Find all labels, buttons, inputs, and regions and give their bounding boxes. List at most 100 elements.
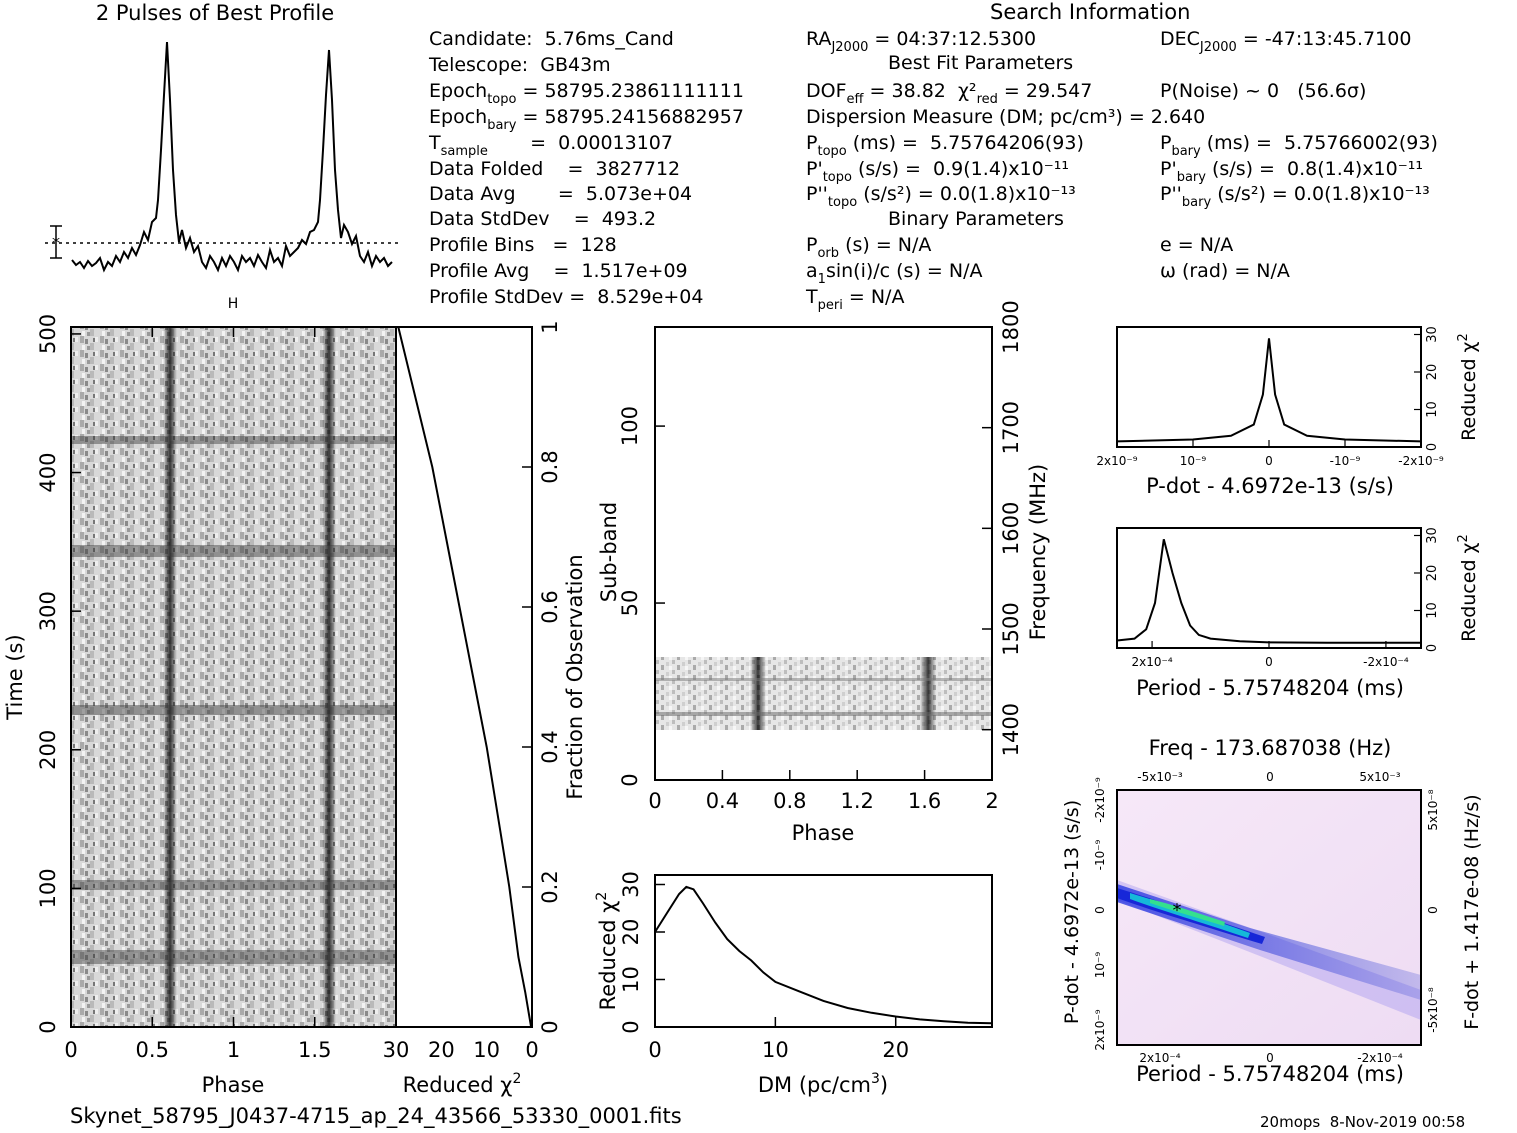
pp-ytick: 10⁻⁹ bbox=[1093, 952, 1107, 979]
svg-text:Reduced χ2: Reduced χ2 bbox=[1456, 333, 1480, 441]
info-mid-line: a1sin(i)/c (s) = N/A bbox=[806, 260, 983, 287]
pp-righttick: 0 bbox=[1426, 906, 1440, 914]
svg-text:Reduced χ2: Reduced χ2 bbox=[1456, 534, 1480, 642]
time-chi2-xlabel: Reduced χ2 bbox=[403, 1071, 522, 1097]
per-line-xtick: 0 bbox=[1265, 655, 1273, 669]
pp-toptick: 5x10⁻³ bbox=[1359, 770, 1400, 784]
per-line-ytick: 10 bbox=[1425, 602, 1440, 619]
info-mid-line: RAJ2000 = 04:37:12.5300 bbox=[806, 28, 1037, 55]
subband-xtick: 2 bbox=[985, 789, 998, 813]
svg-text:*: * bbox=[52, 233, 60, 252]
frequency-tick: 1400 bbox=[999, 703, 1023, 756]
subband-xtick: 1.6 bbox=[908, 789, 941, 813]
frequency-tick: 1500 bbox=[999, 602, 1023, 655]
subband-xtick: 0.8 bbox=[773, 789, 806, 813]
info-right-line: Pbary (ms) = 5.75766002(93) bbox=[1160, 132, 1438, 159]
pdot-line-xtick: 2x10⁻⁹ bbox=[1096, 454, 1137, 468]
time-phase-ytick: 200 bbox=[36, 730, 60, 770]
subband-xtick: 0 bbox=[648, 789, 661, 813]
info-mid-line: Tperi = N/A bbox=[806, 286, 905, 313]
profile-line bbox=[71, 41, 393, 273]
dm-xtick: 20 bbox=[882, 1038, 909, 1062]
info-right-line: ω (rad) = N/A bbox=[1160, 260, 1290, 282]
info-left-line: Epochtopo = 58795.23861111111 bbox=[429, 80, 744, 107]
svg-text:DM (pc/cm3): DM (pc/cm3) bbox=[758, 1071, 888, 1097]
info-left-line: Profile Avg = 1.517e+09 bbox=[429, 260, 688, 282]
per-line-ytick: 0 bbox=[1425, 644, 1440, 652]
time-phase-xtick: 1 bbox=[227, 1038, 240, 1062]
fraction-tick: 0.6 bbox=[538, 590, 562, 623]
pdot-line-ytick: 0 bbox=[1425, 443, 1440, 451]
time-phase-xtick: 1.5 bbox=[298, 1038, 331, 1062]
profile-title: 2 Pulses of Best Profile bbox=[96, 1, 334, 25]
info-right-line: e = N/A bbox=[1160, 234, 1234, 256]
info-left-line: Profile Bins = 128 bbox=[429, 234, 617, 256]
pdot-line-ytick: 10 bbox=[1425, 401, 1440, 418]
profile-error-bar: * bbox=[50, 225, 62, 259]
subband-ytick: 0 bbox=[618, 773, 642, 786]
pp-ytick: 2x10⁻⁹ bbox=[1093, 1009, 1107, 1050]
info-left-line: Candidate: 5.76ms_Cand bbox=[429, 28, 674, 50]
period-chi2-panel: 2x10⁻⁴ 0 -2x10⁻⁴ 0 10 20 30 Period - 5.7574820… bbox=[1116, 527, 1480, 700]
pdot-line-xtick: -10⁻⁹ bbox=[1330, 454, 1361, 468]
time-phase-xtick: 0.5 bbox=[136, 1038, 169, 1062]
time-phase-ytick: 400 bbox=[36, 452, 60, 492]
pp-xtick: -2x10⁻⁴ bbox=[1357, 1051, 1403, 1065]
binary-title: Binary Parameters bbox=[888, 208, 1064, 230]
subband-panel: 0 0.4 0.8 1.2 1.6 2 0 50 100 1400 1500 1600 1700 1800… bbox=[597, 300, 1050, 845]
pdot-line-ytick: 30 bbox=[1425, 326, 1440, 343]
info-right-line: P'bary (s/s) = 0.8(1.4)x10⁻¹¹ bbox=[1160, 158, 1423, 185]
frequency-tick: 1600 bbox=[999, 502, 1023, 555]
pdot-period-panel: * 2x10⁻⁴ -5x10⁻³ 0 0 -2x10⁻⁴ 5x10⁻³ 2x10⁻⁹ 10⁻⁹… bbox=[1061, 736, 1483, 1086]
timestamp: 20mops 8-Nov-2019 00:58 bbox=[1260, 1113, 1466, 1131]
svg-text:Frequency (MHz): Frequency (MHz) bbox=[1026, 464, 1050, 640]
pp-ytick: 0 bbox=[1093, 906, 1107, 914]
svg-text:P-dot - 4.6972e-13 (s/s): P-dot - 4.6972e-13 (s/s) bbox=[1146, 474, 1394, 498]
pdot-line-xtick: 10⁻⁹ bbox=[1180, 454, 1207, 468]
svg-text:Freq - 173.687038 (Hz): Freq - 173.687038 (Hz) bbox=[1149, 736, 1392, 760]
dm-xtick: 10 bbox=[762, 1038, 789, 1062]
pdot-line-xtick: 0 bbox=[1265, 454, 1273, 468]
svg-text:H: H bbox=[228, 296, 239, 312]
info-left-line: Data Avg = 5.073e+04 bbox=[429, 183, 693, 205]
svg-text:Period - 5.75748204 (ms): Period - 5.75748204 (ms) bbox=[1136, 1062, 1404, 1086]
time-phase-xtick: 0 bbox=[64, 1038, 77, 1062]
subband-ytick: 50 bbox=[618, 590, 642, 617]
time-chi2-xtick: 30 bbox=[383, 1038, 410, 1062]
time-phase-ytick: 500 bbox=[36, 314, 60, 354]
dm-ytick: 0 bbox=[619, 1020, 643, 1033]
pp-ytick: -2x10⁻⁹ bbox=[1093, 777, 1107, 823]
dm-chi2-line bbox=[654, 885, 993, 1025]
pp-toptick: 0 bbox=[1266, 770, 1274, 784]
pdot-chi2-line bbox=[1116, 338, 1422, 443]
pp-ytick: -10⁻⁹ bbox=[1093, 839, 1107, 870]
info-mid-line: Ptopo (ms) = 5.75764206(93) bbox=[806, 132, 1084, 159]
time-chi2-xtick: 0 bbox=[525, 1038, 538, 1062]
svg-text:Period - 5.75748204 (ms): Period - 5.75748204 (ms) bbox=[1136, 676, 1404, 700]
pp-xtick: 2x10⁻⁴ bbox=[1139, 1051, 1180, 1065]
info-left-line: Telescope: GB43m bbox=[429, 54, 611, 76]
svg-text:Sub-band: Sub-band bbox=[597, 502, 621, 602]
time-chi2-xtick: 10 bbox=[473, 1038, 500, 1062]
info-mid-line: P'topo (s/s) = 0.9(1.4)x10⁻¹¹ bbox=[806, 158, 1069, 185]
time-chi2-xtick: 20 bbox=[428, 1038, 455, 1062]
time-chi2-line bbox=[397, 326, 533, 1028]
info-mid-line: DOFeff = 38.82 χ²red = 29.547 bbox=[806, 80, 1093, 107]
per-line-ytick: 20 bbox=[1425, 565, 1440, 582]
info-right-line: DECJ2000 = -47:13:45.7100 bbox=[1160, 28, 1412, 55]
svg-text:Reduced χ2: Reduced χ2 bbox=[594, 892, 620, 1011]
time-phase-xlabel: Phase bbox=[202, 1073, 265, 1097]
info-left-line: Tsample = 0.00013107 bbox=[429, 132, 673, 159]
time-phase-ticks: 0 0.5 1 1.5 0 100 200 300 400 500 bbox=[36, 314, 331, 1062]
per-line-xtick: 2x10⁻⁴ bbox=[1131, 655, 1172, 669]
fraction-tick: 1 bbox=[538, 320, 562, 333]
info-right-line: P(Noise) ~ 0 (56.6σ) bbox=[1160, 80, 1367, 102]
info-mid-line: Porb (s) = N/A bbox=[806, 234, 932, 261]
pp-xtick: 0 bbox=[1266, 1051, 1274, 1065]
time-phase-ytick: 300 bbox=[36, 591, 60, 631]
frequency-tick: 1700 bbox=[999, 401, 1023, 454]
pdot-line-xtick: -2x10⁻⁹ bbox=[1398, 454, 1444, 468]
frequency-tick: 1800 bbox=[999, 300, 1023, 353]
